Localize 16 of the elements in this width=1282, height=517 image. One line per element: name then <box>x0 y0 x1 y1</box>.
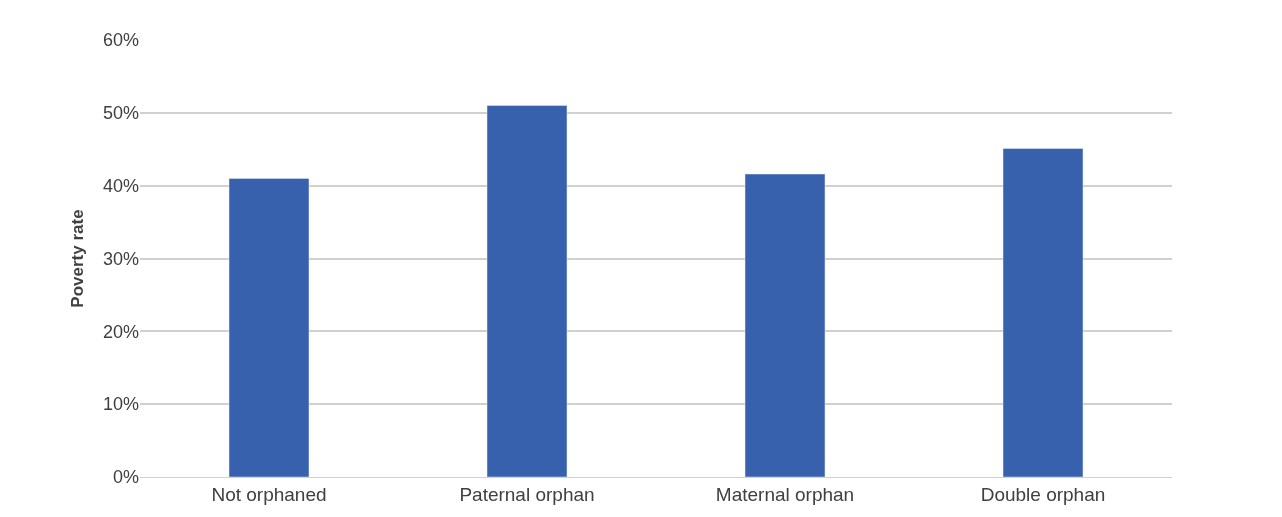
bar <box>1002 148 1084 477</box>
y-tick-label: 30% <box>102 248 139 269</box>
x-tick-label: Paternal orphan <box>459 483 595 505</box>
y-axis-title: Poverty rate <box>67 209 87 308</box>
y-tick-label: 0% <box>112 467 139 488</box>
bar <box>744 173 826 477</box>
y-tick-label: 20% <box>102 321 139 342</box>
x-tick-label: Not orphaned <box>211 483 327 505</box>
bar <box>228 178 310 477</box>
y-tick-label: 40% <box>102 175 139 196</box>
x-tick-label: Double orphan <box>980 483 1106 505</box>
y-tick-label: 60% <box>102 30 139 51</box>
x-tick-label: Maternal orphan <box>715 483 855 505</box>
bar <box>486 105 568 477</box>
y-tick-label: 10% <box>102 394 139 415</box>
y-tick-label: 50% <box>102 103 139 124</box>
